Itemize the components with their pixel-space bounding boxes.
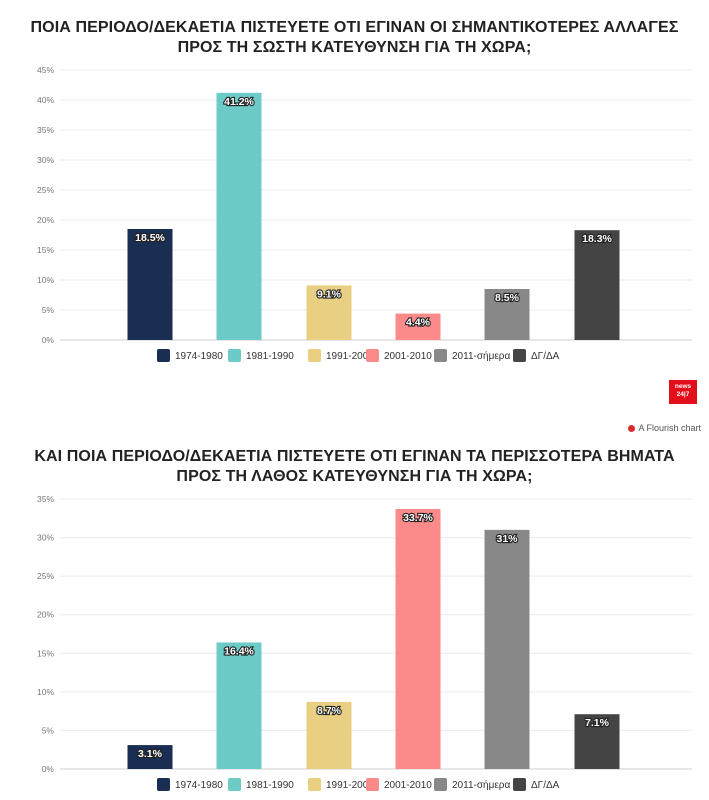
data-label: 9.1% (317, 288, 342, 300)
bar-1974-1980[interactable] (127, 745, 173, 769)
legend-swatch[interactable] (308, 349, 321, 362)
legend-swatch[interactable] (366, 349, 379, 362)
data-label: 7.1% (585, 717, 610, 729)
bar-1991-2000[interactable] (306, 701, 352, 769)
flourish-credit[interactable]: A Flourish chart (628, 423, 701, 433)
y-tick-label: 20% (37, 215, 54, 225)
legend-label: 2011-σήμερα (452, 350, 510, 362)
bar-ΔΓ/ΔΑ[interactable] (574, 230, 620, 340)
legend-swatch[interactable] (228, 778, 241, 791)
y-tick-label: 20% (37, 610, 54, 620)
data-label: 33.7% (403, 512, 433, 524)
legend-label: 1991-2000 (326, 780, 374, 791)
y-tick-label: 0% (42, 764, 55, 774)
bar-2011-σήμερα[interactable] (484, 289, 530, 340)
flourish-dot-icon (628, 424, 636, 432)
bar-2011-σήμερα[interactable] (484, 529, 530, 769)
chart-title-2: ΚΑΙ ΠΟΙΑ ΠΕΡΙΟΔΟ/ΔΕΚΑΕΤΙΑ ΠΙΣΤΕΥΕΤΕ ΟΤΙ … (34, 448, 675, 485)
bar-2001-2010[interactable] (395, 313, 441, 340)
legend-swatch[interactable] (434, 349, 447, 362)
logo-text-247: 24|7 (676, 391, 690, 398)
legend-label: 2011-σήμερα (452, 779, 510, 791)
chart-title-1: ΠΟΙΑ ΠΕΡΙΟΔΟ/ΔΕΚΑΕΤΙΑ ΠΙΣΤΕΥΕΤΕ ΟΤΙ ΕΓΙΝ… (30, 19, 679, 56)
bar-chart-2: 0% 5% 10% 15% 20% 25% 30% 35% 3.1% 16.4% 8.7% 33.7%… (37, 494, 692, 791)
legend-label: ΔΓ/ΔΑ (531, 351, 560, 362)
y-tick-label: 40% (37, 95, 54, 105)
data-label: 3.1% (138, 748, 163, 760)
legend-label: 1981-1990 (246, 780, 294, 791)
legend-label: 1974-1980 (175, 780, 223, 791)
legend-label: 1991-2000 (326, 351, 374, 362)
y-tick-label: 0% (42, 335, 55, 345)
data-label: 8.5% (495, 292, 520, 304)
y-tick-label: 35% (37, 125, 54, 135)
data-label: 31% (496, 533, 518, 545)
legend-label: ΔΓ/ΔΑ (531, 780, 560, 791)
y-tick-label: 15% (37, 648, 54, 658)
data-label: 18.5% (135, 232, 165, 244)
y-tick-label: 45% (37, 65, 54, 75)
legend-swatch[interactable] (513, 349, 526, 362)
data-label: 16.4% (224, 645, 254, 657)
y-tick-label: 10% (37, 687, 54, 697)
bar-1981-1990[interactable] (216, 92, 262, 340)
legend-swatch[interactable] (157, 778, 170, 791)
data-label: 18.3% (582, 233, 612, 245)
legend-swatch[interactable] (434, 778, 447, 791)
y-tick-label: 35% (37, 494, 54, 504)
bar-1991-2000[interactable] (306, 285, 352, 340)
data-label: 4.4% (406, 317, 431, 329)
legend-label: 2001-2010 (384, 351, 432, 362)
bar-1974-1980[interactable] (127, 229, 173, 340)
data-label: 41.2% (224, 96, 254, 108)
legend-swatch[interactable] (513, 778, 526, 791)
data-label: 8.7% (317, 705, 342, 717)
y-tick-label: 30% (37, 155, 54, 165)
bar-1981-1990[interactable] (216, 642, 262, 769)
news247-logo[interactable]: news 24|7 (669, 380, 697, 404)
legend-label: 1981-1990 (246, 351, 294, 362)
y-tick-label: 5% (42, 305, 55, 315)
y-tick-label: 25% (37, 185, 54, 195)
bar-ΔΓ/ΔΑ[interactable] (574, 714, 620, 769)
bar-chart-1: 0% 5% 10% 15% 20% 25% 30% 35% 40% 45% 18.5% 41.2% 9.… (37, 65, 692, 362)
legend-swatch[interactable] (228, 349, 241, 362)
legend-swatch[interactable] (157, 349, 170, 362)
y-tick-label: 25% (37, 571, 54, 581)
flourish-credit-label: A Flourish chart (638, 423, 701, 433)
legend-swatch[interactable] (308, 778, 321, 791)
y-tick-label: 15% (37, 245, 54, 255)
legend-swatch[interactable] (366, 778, 379, 791)
bar-2001-2010[interactable] (395, 509, 441, 769)
legend-label: 1974-1980 (175, 351, 223, 362)
y-tick-label: 5% (42, 725, 55, 735)
y-tick-label: 30% (37, 533, 54, 543)
legend-label: 2001-2010 (384, 780, 432, 791)
logo-text-news: news (674, 383, 692, 390)
y-tick-label: 10% (37, 275, 54, 285)
